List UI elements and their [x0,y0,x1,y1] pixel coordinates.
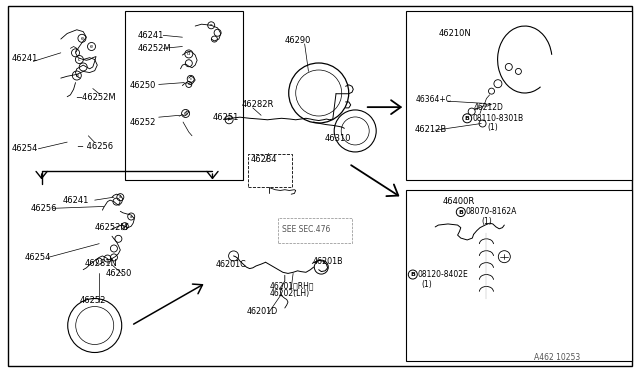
Text: B: B [465,116,470,121]
Text: 46250: 46250 [130,81,156,90]
Text: e: e [76,73,78,78]
Text: e: e [90,44,93,49]
Text: SEE SEC.476: SEE SEC.476 [282,225,330,234]
Bar [406,11,632,180]
Text: 46290: 46290 [285,36,311,45]
Text: (1): (1) [488,123,499,132]
Text: 46202(LH): 46202(LH) [270,289,310,298]
Text: c: c [78,57,81,62]
Bar [125,11,243,180]
Text: a: a [130,215,132,218]
Text: − 46256: − 46256 [77,142,113,151]
Text: 46252M: 46252M [95,223,129,232]
Text: B: B [458,209,463,215]
Text: e: e [184,111,187,116]
Text: 08110-8301B: 08110-8301B [472,114,524,123]
Text: e: e [81,36,83,41]
Text: 46241: 46241 [138,31,164,40]
Text: 46284: 46284 [251,155,277,164]
Text: 46310: 46310 [325,134,351,143]
Bar [406,190,632,361]
Text: 46241: 46241 [63,196,89,205]
Text: 46282R: 46282R [242,100,275,109]
Text: A462 10253: A462 10253 [534,353,580,362]
Text: 46252M: 46252M [138,44,172,53]
Text: c: c [189,77,192,81]
Text: −46252M: −46252M [76,93,116,102]
Text: 46400R: 46400R [443,197,475,206]
Text: 08120-8402E: 08120-8402E [417,270,468,279]
Text: a: a [119,195,122,199]
Text: 46212D: 46212D [474,103,504,112]
Text: d: d [188,83,190,86]
Text: 46201B: 46201B [312,257,343,266]
Text: 46252: 46252 [130,118,156,126]
Text: B: B [410,272,415,277]
Text: (1): (1) [421,280,432,289]
Text: (1): (1) [481,217,492,226]
Bar [248,154,292,187]
Text: 46251: 46251 [213,113,239,122]
Text: 46210N: 46210N [438,29,471,38]
Text: 46201D: 46201D [246,307,278,316]
Text: 08070-8162A: 08070-8162A [466,207,517,216]
Bar [278,218,352,243]
Text: 46212B: 46212B [415,125,447,134]
Text: 46250: 46250 [106,269,132,278]
Text: 46201（RH）: 46201（RH） [270,281,315,290]
Text: 46254: 46254 [24,253,51,262]
Text: 46254: 46254 [12,144,38,153]
Text: 46241: 46241 [12,54,38,63]
Text: 46364+C: 46364+C [416,95,452,104]
Text: 46201C: 46201C [216,260,246,269]
Text: 46252: 46252 [80,296,106,305]
Text: 46256: 46256 [31,204,57,213]
Text: 46281N: 46281N [84,259,117,268]
Text: f: f [228,117,230,122]
Text: d: d [188,51,190,57]
Text: e: e [210,23,212,27]
